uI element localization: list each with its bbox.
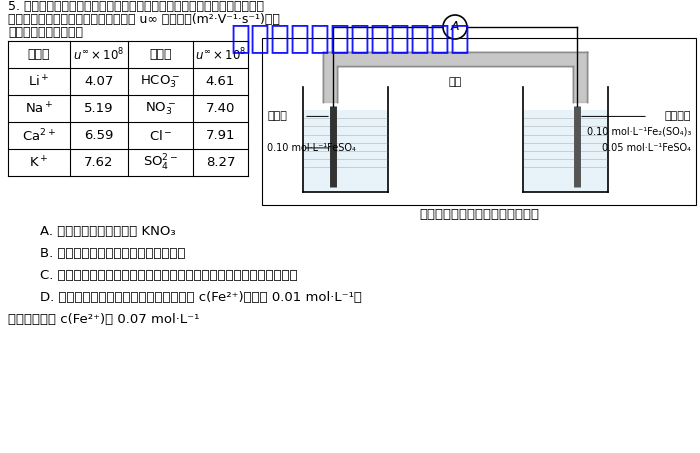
Text: 0.10 mol·L⁻¹FeSO₄: 0.10 mol·L⁻¹FeSO₄ [267,143,356,153]
Text: 4.61: 4.61 [206,75,235,88]
Text: 石墨电极: 石墨电极 [664,111,691,121]
Text: 4.07: 4.07 [84,75,113,88]
Text: D. 电池反应一段时间后，测得左侧溶液中 c(Fe²⁺)增加了 0.01 mol·L⁻¹，: D. 电池反应一段时间后，测得左侧溶液中 c(Fe²⁺)增加了 0.01 mol… [40,291,362,304]
Text: 则右侧溶液中 c(Fe²⁺)为 0.07 mol·L⁻¹: 则右侧溶液中 c(Fe²⁺)为 0.07 mol·L⁻¹ [8,313,199,326]
Bar [522,110,608,192]
Text: Ca$^{2+}$: Ca$^{2+}$ [22,127,56,144]
Text: NO$_3^-$: NO$_3^-$ [145,100,176,117]
Text: Na$^+$: Na$^+$ [25,101,53,116]
Circle shape [443,15,467,39]
Text: 子的电迁移率尽可能地相近。电迁移率 u∞ 表示单位(m²·V⁻¹·s⁻¹)。下: 子的电迁移率尽可能地相近。电迁移率 u∞ 表示单位(m²·V⁻¹·s⁻¹)。下 [8,13,280,26]
Text: 盐桥: 盐桥 [449,77,461,87]
Text: A. 盐桥中的电解质可以为 KNO₃: A. 盐桥中的电解质可以为 KNO₃ [40,225,176,238]
Text: $u^\infty\times10^8$: $u^\infty\times10^8$ [74,46,125,63]
Text: A: A [451,20,459,34]
Text: 微信公众号关注：趞找答案: 微信公众号关注：趞找答案 [230,21,470,54]
Text: 列有关说法不正确的是: 列有关说法不正确的是 [8,26,83,39]
Text: 8.27: 8.27 [206,156,235,169]
Bar [262,38,696,205]
Text: 7.91: 7.91 [206,129,235,142]
Text: HCO$_3^-$: HCO$_3^-$ [140,73,181,90]
Text: 0.10 mol·L⁻¹Fe₂(SO₄)₃: 0.10 mol·L⁻¹Fe₂(SO₄)₃ [587,126,691,136]
Text: 5. 下图原电池装置中，用盐桥连接两烧杯中的电解质溶液，盐桥中阳、阴离: 5. 下图原电池装置中，用盐桥连接两烧杯中的电解质溶液，盐桥中阳、阴离 [8,0,264,13]
Text: 已知：左、右烧杯中溶液体积相同: 已知：左、右烧杯中溶液体积相同 [419,208,539,221]
Text: 0.05 mol·L⁻¹FeSO₄: 0.05 mol·L⁻¹FeSO₄ [602,143,691,153]
Text: K$^+$: K$^+$ [29,155,49,170]
Text: SO$_4^{2-}$: SO$_4^{2-}$ [143,153,178,173]
Text: 鐵电极: 鐵电极 [267,111,287,121]
Polygon shape [323,52,587,102]
Text: C. 电流计读数不变时，向右侧烧杯中加人硫酸铁固体，指针会继续偏转: C. 电流计读数不变时，向右侧烧杯中加人硫酸铁固体，指针会继续偏转 [40,269,298,282]
Text: $u^\infty\times10^8$: $u^\infty\times10^8$ [195,46,246,63]
Text: 5.19: 5.19 [84,102,113,115]
Text: Cl$^-$: Cl$^-$ [148,129,172,143]
Bar [302,110,388,192]
Text: 阳离子: 阳离子 [28,48,50,61]
Text: 6.59: 6.59 [84,129,113,142]
Text: 7.40: 7.40 [206,102,235,115]
Text: 7.62: 7.62 [84,156,113,169]
Text: 阴离子: 阴离子 [149,48,172,61]
Text: Li$^+$: Li$^+$ [28,74,50,89]
Text: B. 盐桥中的阳离子进人右侧烧杯溶液中: B. 盐桥中的阳离子进人右侧烧杯溶液中 [40,247,186,260]
